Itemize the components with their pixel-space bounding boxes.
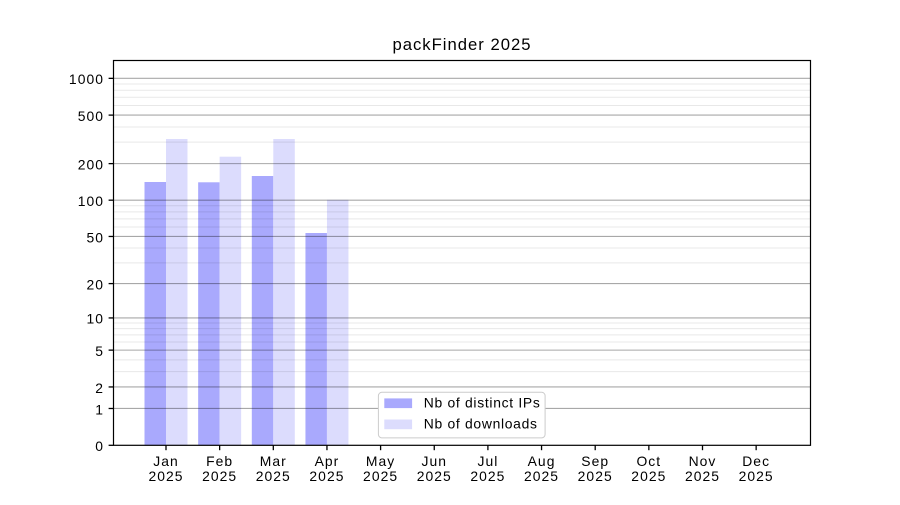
svg-text:2025: 2025 xyxy=(148,468,183,484)
svg-text:2025: 2025 xyxy=(309,468,344,484)
svg-text:2: 2 xyxy=(95,380,104,396)
svg-text:Jan: Jan xyxy=(153,453,179,469)
svg-text:1000: 1000 xyxy=(69,71,104,87)
svg-text:Apr: Apr xyxy=(315,453,340,469)
svg-text:0: 0 xyxy=(95,438,104,454)
svg-text:100: 100 xyxy=(78,193,104,209)
svg-text:20: 20 xyxy=(86,276,104,292)
svg-text:2025: 2025 xyxy=(202,468,237,484)
svg-text:May: May xyxy=(366,453,395,469)
svg-text:5: 5 xyxy=(95,343,104,359)
svg-text:2025: 2025 xyxy=(524,468,559,484)
svg-text:Jun: Jun xyxy=(421,453,447,469)
svg-text:50: 50 xyxy=(86,229,104,245)
svg-text:1: 1 xyxy=(95,401,104,417)
svg-text:Mar: Mar xyxy=(260,453,287,469)
svg-text:10: 10 xyxy=(86,311,104,327)
svg-text:200: 200 xyxy=(78,156,104,172)
svg-text:Aug: Aug xyxy=(528,453,556,469)
svg-text:Nb of downloads: Nb of downloads xyxy=(424,416,538,432)
svg-text:2025: 2025 xyxy=(417,468,452,484)
svg-text:packFinder 2025: packFinder 2025 xyxy=(392,35,531,54)
svg-text:2025: 2025 xyxy=(578,468,613,484)
svg-text:Dec: Dec xyxy=(742,453,770,469)
svg-text:Feb: Feb xyxy=(206,453,233,469)
svg-text:Nov: Nov xyxy=(689,453,717,469)
svg-text:2025: 2025 xyxy=(685,468,720,484)
svg-text:2025: 2025 xyxy=(470,468,505,484)
svg-text:2025: 2025 xyxy=(363,468,398,484)
svg-text:2025: 2025 xyxy=(739,468,774,484)
svg-text:Nb of distinct IPs: Nb of distinct IPs xyxy=(424,395,541,411)
svg-text:2025: 2025 xyxy=(256,468,291,484)
svg-text:500: 500 xyxy=(78,108,104,124)
svg-text:Oct: Oct xyxy=(636,453,661,469)
svg-text:2025: 2025 xyxy=(631,468,666,484)
svg-text:Jul: Jul xyxy=(477,453,498,469)
svg-text:Sep: Sep xyxy=(581,453,609,469)
